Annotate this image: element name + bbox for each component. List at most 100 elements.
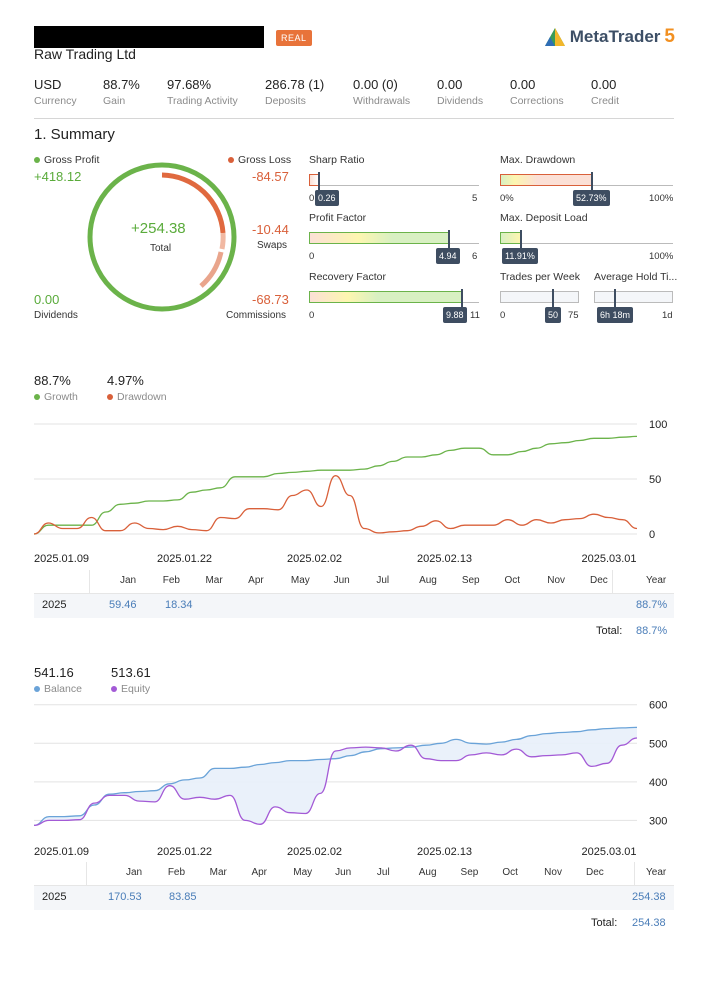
balance-month-jun: Jun <box>335 867 352 878</box>
gross-profit-dot <box>34 157 40 164</box>
balance-legend: Balance <box>34 683 82 695</box>
balance-month-mar: Mar <box>209 867 227 878</box>
balance-chart-xtick-label: 2025.03.01 <box>581 846 636 858</box>
sharp-ratio-min: 0 <box>309 193 315 204</box>
balance-month-aug: Aug <box>418 867 437 878</box>
profit-donut <box>87 162 237 312</box>
growth-month-sep: Sep <box>461 575 480 586</box>
growth-month-dec: Dec <box>590 575 608 586</box>
gross-loss-value: -84.57 <box>252 169 289 184</box>
broker-name: Raw Trading Ltd <box>34 46 136 62</box>
trades-per-week-tooltip: 50 <box>545 307 562 323</box>
balance-row-jan: 170.53 <box>108 891 142 903</box>
balance-month-jan: Jan <box>126 867 143 878</box>
stat-corrections: 0.00 Corrections <box>510 77 564 107</box>
growth-month-apr: Apr <box>248 575 264 586</box>
total-value: +254.38 <box>131 220 186 237</box>
sharp-ratio-label: Sharp Ratio <box>309 154 365 166</box>
sharp-ratio-track <box>309 174 479 186</box>
profit-factor-marker <box>448 230 450 248</box>
balance-dot <box>34 686 40 693</box>
growth-chart: 0 50 100 2025.01.09 2025.01.22 2025.02.02 2025… <box>33 419 667 565</box>
stat-trading-activity: 97.68% Trading Activity <box>167 77 238 107</box>
commissions-label: Commissions <box>226 310 287 321</box>
gross-profit-value: +418.12 <box>34 169 82 184</box>
growth-month-feb: Feb <box>162 575 180 586</box>
dividends-value: 0.00 <box>34 292 60 307</box>
growth-total-value: 88.7% <box>636 625 668 637</box>
growth-dot <box>34 394 40 401</box>
growth-month-nov: Nov <box>547 575 566 586</box>
growth-row-jan: 59.46 <box>109 599 137 611</box>
metatrader-logo: MetaTrader 5 <box>544 26 675 48</box>
logo-version: 5 <box>664 26 675 47</box>
profit-factor-max: 6 <box>472 251 478 262</box>
drawdown-legend: Drawdown <box>107 391 167 403</box>
balance-chart-series-balance <box>33 726 638 827</box>
balance-total-label: Total: <box>591 917 618 929</box>
balance-chart-xtick-label: 2025.02.02 <box>287 846 342 858</box>
summary-title: 1. Summary <box>34 126 115 143</box>
growth-month-jul: Jul <box>376 575 390 586</box>
growth-month-jan: Jan <box>120 575 137 586</box>
donut-commissions-arc <box>199 251 224 288</box>
growth-chart-xtick-label: 2025.01.09 <box>34 553 89 565</box>
recovery-factor-label: Recovery Factor <box>309 271 387 283</box>
balance-year-row <box>34 886 674 910</box>
recovery-factor-tooltip: 9.88 <box>443 307 467 323</box>
growth-legend: Growth <box>34 391 78 403</box>
growth-month-aug: Aug <box>419 575 437 586</box>
equity-value: 513.61 <box>111 665 151 680</box>
growth-row-year-total: 88.7% <box>636 599 668 611</box>
balance-chart-xtick-label: 2025.02.13 <box>417 846 472 858</box>
balance-chart-ytick-label: 600 <box>649 700 667 712</box>
balance-chart-xtick-label: 2025.01.09 <box>34 846 89 858</box>
max-deposit-load-track <box>500 232 673 244</box>
drawdown-dot <box>107 394 113 401</box>
donut-loss-arc <box>161 172 226 234</box>
growth-month-mar: Mar <box>205 575 223 586</box>
balance-row-year: 2025 <box>42 891 67 903</box>
max-drawdown-label: Max. Drawdown <box>500 154 576 166</box>
growth-year-row <box>34 594 674 618</box>
redacted-account <box>34 26 264 48</box>
account-type-badge: REAL <box>276 30 312 46</box>
trades-per-week-min: 0 <box>500 310 506 321</box>
sharp-ratio-marker <box>318 172 320 190</box>
donut-swaps-arc <box>219 232 226 250</box>
recovery-factor-min: 0 <box>309 310 315 321</box>
donut-profit-ring <box>87 162 237 312</box>
gross-loss-legend: Gross Loss <box>228 154 291 166</box>
trades-per-week-track <box>500 291 579 303</box>
growth-chart-ytick-label: 100 <box>649 419 667 431</box>
avg-hold-time-label: Average Hold Ti... <box>594 271 678 283</box>
growth-chart-xtick-label: 2025.02.13 <box>417 553 472 565</box>
growth-chart-xtick-label: 2025.02.02 <box>287 553 342 565</box>
swaps-value: -10.44 <box>252 222 289 237</box>
equity-legend: Equity <box>111 683 150 695</box>
balance-total-value: 254.38 <box>632 917 666 929</box>
balance-month-may: May <box>293 867 313 878</box>
balance-value: 541.16 <box>34 665 74 680</box>
gross-loss-dot <box>228 157 234 164</box>
max-deposit-load-marker <box>520 230 522 248</box>
avg-hold-time-max: 1d <box>662 310 673 321</box>
stat-currency: USD Currency <box>34 77 77 107</box>
gross-profit-legend: Gross Profit <box>34 154 99 166</box>
profit-factor-label: Profit Factor <box>309 212 367 224</box>
trades-per-week-max: 75 <box>568 310 579 321</box>
max-deposit-load-label: Max. Deposit Load <box>500 212 588 224</box>
growth-month-may: May <box>290 575 310 586</box>
profit-factor-fill <box>309 232 449 244</box>
balance-month-jul: Jul <box>376 867 390 878</box>
growth-value: 88.7% <box>34 373 71 388</box>
max-drawdown-tooltip: 52.73% <box>573 190 610 206</box>
metatrader-logo-icon <box>544 28 565 46</box>
swaps-label: Swaps <box>257 240 288 251</box>
dividends-label: Dividends <box>34 310 78 321</box>
balance-chart-series-equity <box>33 737 638 827</box>
growth-row-feb: 18.34 <box>165 599 193 611</box>
balance-chart: 300 400 500 600 2025.01.09 2025.01.22 2025.02.… <box>33 700 667 858</box>
growth-month-jun: Jun <box>333 575 350 586</box>
max-deposit-load-fill <box>500 232 521 244</box>
